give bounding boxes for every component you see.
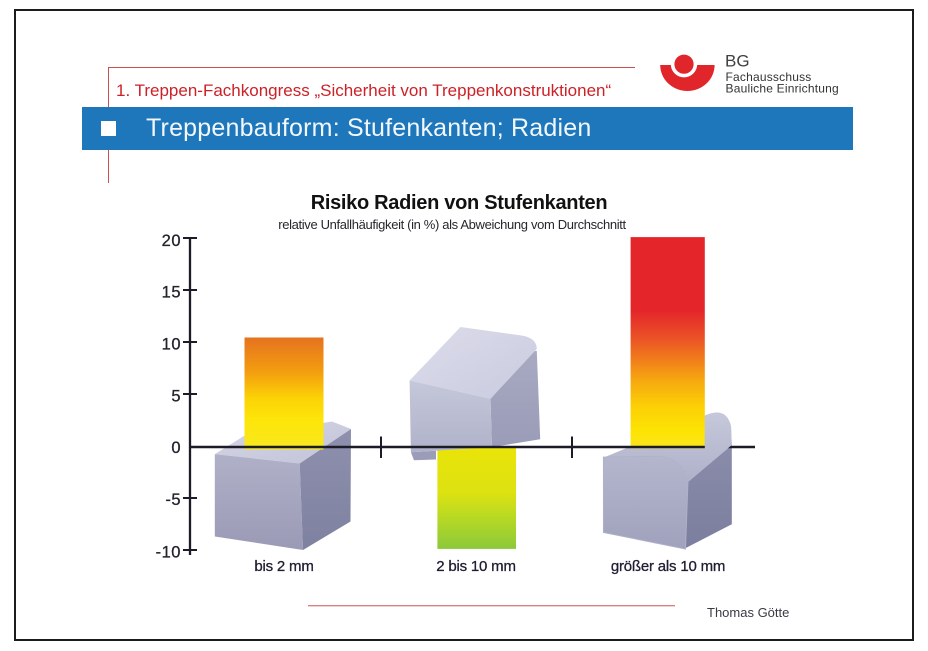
svg-text:-5: -5 (165, 491, 181, 509)
svg-text:5: 5 (171, 388, 181, 406)
svg-text:-10: -10 (156, 544, 181, 562)
svg-text:Fachausschuss: Fachausschuss (726, 70, 812, 84)
svg-text:0: 0 (171, 439, 181, 457)
svg-text:bis 2 mm: bis 2 mm (254, 558, 313, 575)
svg-text:20: 20 (162, 232, 181, 250)
svg-text:Risiko Radien von Stufenkanten: Risiko Radien von Stufenkanten (311, 192, 608, 214)
svg-text:BG: BG (725, 52, 750, 71)
svg-text:2 bis 10 mm: 2 bis 10 mm (436, 558, 516, 575)
svg-text:15: 15 (162, 284, 181, 302)
svg-text:Bauliche Einrichtung: Bauliche Einrichtung (726, 82, 839, 96)
svg-text:Thomas Götte: Thomas Götte (707, 605, 789, 620)
svg-text:größer als 10 mm: größer als 10 mm (611, 558, 725, 575)
svg-text:10: 10 (162, 336, 181, 354)
svg-text:relative Unfallhäufigkeit (in: relative Unfallhäufigkeit (in %) als Abw… (278, 217, 626, 232)
